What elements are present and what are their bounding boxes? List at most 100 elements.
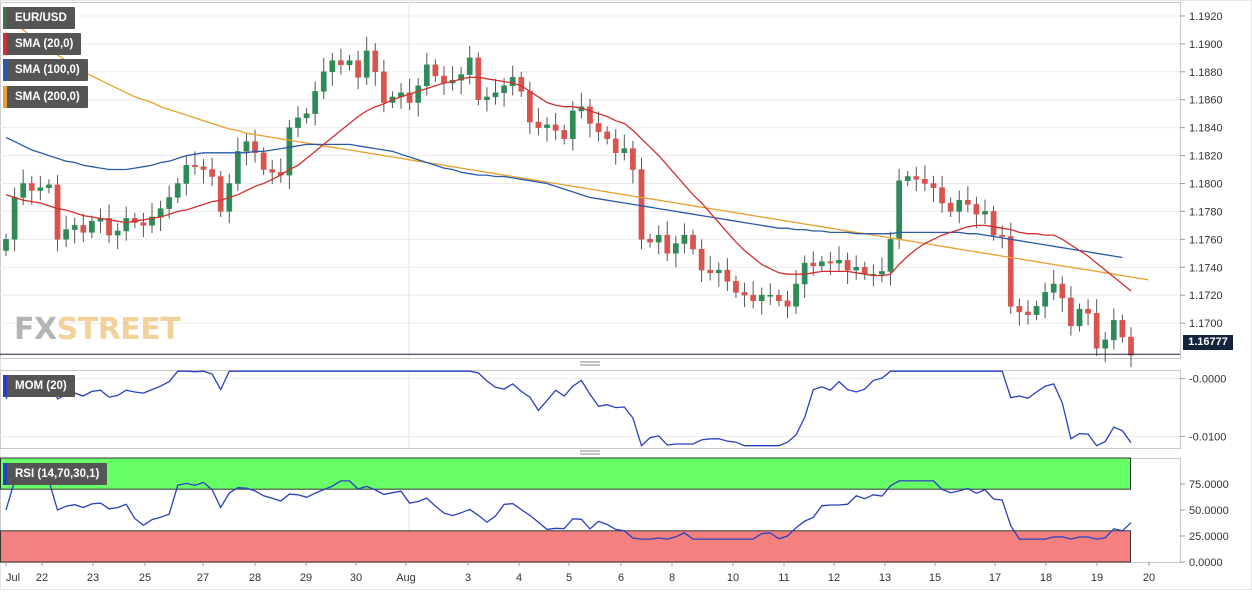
x-tick-label: 6 <box>618 572 624 584</box>
rsi-overbought-zone <box>0 457 1131 490</box>
candle-body <box>381 71 387 103</box>
candle-body <box>733 280 739 293</box>
candle-body <box>509 77 516 87</box>
candle-body <box>466 57 473 75</box>
candle-body <box>192 165 198 167</box>
candle-body <box>140 222 147 226</box>
candle-body <box>707 269 714 274</box>
candle-body <box>37 187 44 191</box>
sma100-line <box>5 136 1123 259</box>
legend-swatch <box>3 33 7 55</box>
candle-body <box>561 130 568 140</box>
candle-body <box>990 211 997 236</box>
fxstreet-watermark: FXSTREET <box>14 312 181 347</box>
y-tick-label: 1.1780 <box>1189 206 1223 218</box>
candle-body <box>587 106 593 124</box>
candle-body <box>973 204 980 215</box>
y-tick-label: 1.1920 <box>1189 11 1223 23</box>
candle-body <box>1119 320 1126 338</box>
candle-body <box>415 85 422 103</box>
candle-body <box>3 239 9 251</box>
candle-body <box>235 151 241 184</box>
candle-body <box>303 113 310 119</box>
legend-rsi[interactable]: RSI (14,70,30,1) <box>3 463 108 485</box>
x-tick-label: 17 <box>989 572 1001 584</box>
candle-body <box>106 218 112 236</box>
candle-body <box>1016 306 1023 313</box>
candle-body <box>20 183 27 198</box>
legend-mom[interactable]: MOM (20) <box>3 375 75 397</box>
candle-body <box>690 234 696 250</box>
candle-body <box>758 294 765 302</box>
candle-body <box>209 169 215 177</box>
candle-body <box>432 64 439 77</box>
candle-body <box>63 229 69 240</box>
x-tick-label: 22 <box>36 572 48 584</box>
legend-label: RSI (14,70,30,1) <box>15 468 100 480</box>
candle-body <box>295 117 301 128</box>
candle-body <box>11 197 18 240</box>
legend-swatch <box>3 59 7 81</box>
candle-body <box>174 183 181 198</box>
last-price-label: 1.16777 <box>1183 335 1233 350</box>
rsi-oversold-zone <box>0 530 1131 563</box>
y-tick-label: 1.1740 <box>1189 262 1223 274</box>
y-tick-label: 75.0000 <box>1189 479 1229 491</box>
candle-body <box>28 183 35 191</box>
candle-body <box>604 131 610 140</box>
candle-body <box>724 269 731 282</box>
legend-sma200[interactable]: SMA (200,0) <box>3 86 88 108</box>
candle-body <box>535 121 542 128</box>
candle-body <box>372 50 379 73</box>
candle-body <box>527 91 533 123</box>
legend-swatch <box>3 375 7 397</box>
candle-body <box>484 96 490 100</box>
legend-label: EUR/USD <box>15 12 67 24</box>
x-tick-label: 20 <box>1143 572 1155 584</box>
x-tick-label: 15 <box>929 572 941 584</box>
candle-body <box>501 85 507 93</box>
candle-body <box>269 169 276 173</box>
candle-body <box>1042 292 1048 307</box>
candle-body <box>853 267 860 271</box>
legend-eurusd[interactable]: EUR/USD <box>3 7 75 29</box>
candle-body <box>252 141 258 154</box>
candle-body <box>913 176 920 180</box>
candle-body <box>406 92 413 103</box>
y-tick-label: 1.1720 <box>1189 290 1223 302</box>
mom-line <box>5 370 1132 447</box>
candle-body <box>982 211 988 215</box>
x-tick-label: 13 <box>879 572 891 584</box>
legend-sma20[interactable]: SMA (20,0) <box>3 33 82 55</box>
legend-label: SMA (200,0) <box>15 91 80 103</box>
legend-sma100[interactable]: SMA (100,0) <box>3 59 88 81</box>
x-tick-label: 8 <box>669 572 675 584</box>
x-tick-label: Jul <box>6 572 20 584</box>
candle-body <box>441 75 447 84</box>
candle-body <box>1093 313 1100 349</box>
legend-swatch <box>3 86 7 108</box>
candle-body <box>260 152 267 170</box>
candle-body <box>947 202 954 212</box>
candle-body <box>423 64 430 87</box>
x-tick-label: 18 <box>1040 572 1052 584</box>
candle-body <box>89 220 95 233</box>
y-tick-label: 1.1820 <box>1189 151 1223 163</box>
x-tick-label: 25 <box>139 572 151 584</box>
candle-body <box>286 127 293 176</box>
candle-body <box>698 248 705 271</box>
candle-body <box>46 184 52 188</box>
candle-body <box>741 292 748 296</box>
candle-body <box>1076 308 1083 327</box>
candle-body <box>355 60 361 78</box>
candle-body <box>54 184 61 240</box>
candle-body <box>183 165 190 184</box>
candle-body <box>647 239 653 243</box>
candle-body <box>475 57 482 100</box>
y-tick-label: 1.1880 <box>1189 67 1223 79</box>
candle-body <box>363 50 370 78</box>
candle-body <box>681 234 688 244</box>
mom-panel <box>0 370 1181 449</box>
candle-body <box>123 218 130 232</box>
